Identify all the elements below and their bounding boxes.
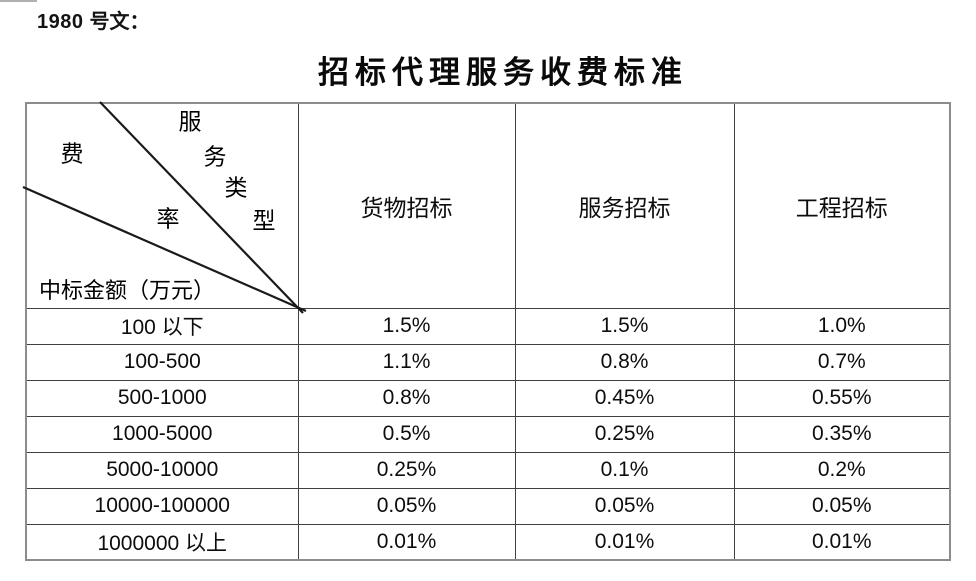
rate-cell: 0.8% — [297, 379, 516, 417]
rate-cell: 0.7% — [733, 343, 951, 381]
table-header-row: 服 务 类 型 费 率 中标金额（万元） 货物招标 服务招标 工程招标 — [22, 101, 951, 314]
rate-cell: 0.35% — [733, 415, 951, 453]
page-title: 招标代理服务收费标准 — [318, 55, 688, 90]
rate-cell: 0.05% — [297, 487, 516, 525]
service-type-char: 务 — [203, 144, 227, 170]
rate-cell: 0.01% — [514, 523, 735, 561]
row-label: 1000-5000 — [25, 415, 299, 453]
rate-cell: 0.55% — [733, 379, 951, 417]
table-row: 100 以下 1.5% 1.5% 1.0% — [25, 307, 951, 345]
diagonal-divider-lines — [22, 101, 307, 314]
column-header-works: 工程招标 — [733, 102, 951, 309]
service-type-char: 服 — [178, 109, 202, 135]
table-row: 1000000 以上 0.01% 0.01% 0.01% — [25, 523, 951, 561]
rate-cell: 0.1% — [514, 451, 735, 489]
table-row: 1000-5000 0.5% 0.25% 0.35% — [25, 415, 951, 453]
row-label: 100-500 — [25, 343, 299, 381]
fee-rate-char: 费 — [60, 141, 84, 167]
table-row: 5000-10000 0.25% 0.1% 0.2% — [25, 451, 951, 489]
rate-cell: 0.5% — [297, 415, 516, 453]
doc-number: 1980 — [37, 11, 84, 33]
fee-standard-table: 服 务 类 型 费 率 中标金额（万元） 货物招标 服务招标 工程招标 100 … — [22, 101, 951, 561]
row-label: 10000-100000 — [25, 487, 299, 525]
rate-cell: 0.2% — [733, 451, 951, 489]
column-header-services: 服务招标 — [514, 102, 735, 309]
row-label: 500-1000 — [25, 379, 299, 417]
table-row: 10000-100000 0.05% 0.05% 0.05% — [25, 487, 951, 525]
diagonal-corner-cell: 服 务 类 型 费 率 中标金额（万元） — [22, 101, 307, 314]
rate-cell: 0.8% — [514, 343, 735, 381]
row-label: 100 以下 — [25, 307, 299, 345]
fee-rate-char: 率 — [156, 206, 180, 232]
rate-cell: 0.25% — [514, 415, 735, 453]
rate-cell: 1.5% — [297, 307, 516, 345]
rate-cell: 1.0% — [733, 307, 951, 345]
column-header-goods: 货物招标 — [297, 102, 516, 309]
rate-cell: 0.01% — [733, 523, 951, 561]
rate-cell: 0.01% — [297, 523, 516, 561]
table-row: 100-500 1.1% 0.8% 0.7% — [25, 343, 951, 381]
row-label: 5000-10000 — [25, 451, 299, 489]
amount-axis-label: 中标金额（万元） — [39, 278, 216, 303]
rate-cell: 0.05% — [733, 487, 951, 525]
service-type-char: 型 — [252, 208, 276, 234]
rate-cell: 1.5% — [514, 307, 735, 345]
rate-cell: 0.45% — [514, 379, 735, 417]
rate-cell: 1.1% — [297, 343, 516, 381]
doc-number-suffix: 号文： — [89, 11, 150, 33]
page-corner-mark — [0, 0, 37, 2]
rate-cell: 0.05% — [514, 487, 735, 525]
row-label: 1000000 以上 — [25, 523, 299, 561]
service-type-char: 类 — [224, 175, 248, 201]
table-row: 500-1000 0.8% 0.45% 0.55% — [25, 379, 951, 417]
doc-number-label: 1980 号文： — [37, 5, 150, 34]
rate-cell: 0.25% — [297, 451, 516, 489]
